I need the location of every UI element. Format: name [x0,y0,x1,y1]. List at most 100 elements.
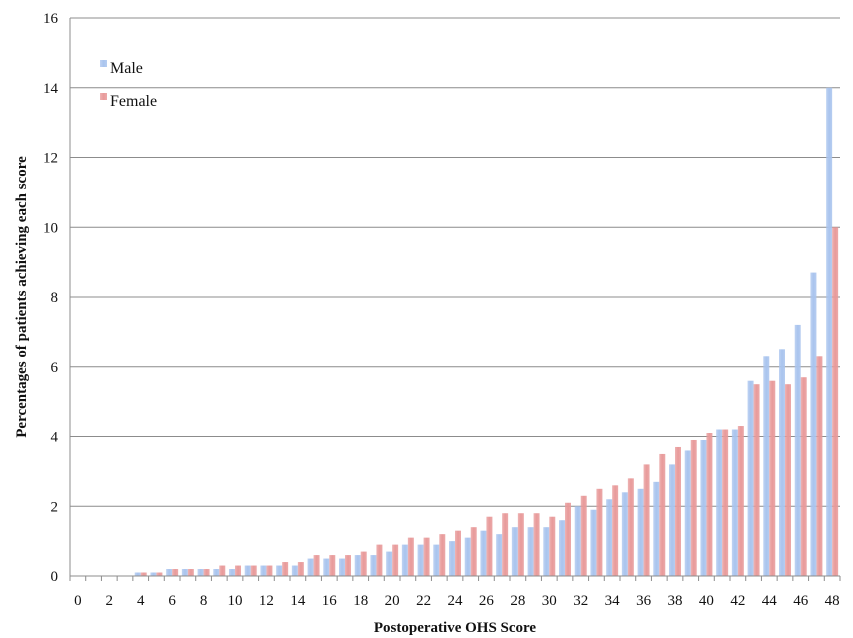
bar-male [166,569,173,576]
x-tick-label: 10 [228,593,243,609]
bar-female [517,513,524,576]
x-tick-label: 12 [259,593,274,609]
bar-male [260,565,267,576]
bar-male [323,558,330,576]
bar-male [480,530,487,576]
bar-male [181,569,188,576]
y-tick-label: 0 [51,569,59,585]
y-tick-label: 14 [43,81,59,97]
bar-female [753,384,760,576]
bar-female [706,433,713,576]
bar-female [690,439,697,576]
bar-female [533,513,540,576]
bar-male [559,520,565,576]
x-tick-label: 8 [200,593,208,609]
bar-male [417,544,424,576]
y-tick-labels: 0 2 4 6 8 10 12 14 16 [43,11,59,585]
bar-female [832,227,839,576]
x-tick-label: 24 [448,593,464,609]
bar-male [134,572,141,576]
bar-female [455,530,461,576]
bar-male [763,356,770,576]
bar-male [401,544,408,576]
x-tick-label: 28 [510,593,525,609]
x-tick-label: 2 [106,593,114,609]
bar-female [502,513,509,576]
bar-male [606,499,613,576]
bar-male [590,509,597,576]
x-tick-label: 16 [322,593,338,609]
bar-female [486,516,493,576]
y-tick-label: 4 [51,430,59,446]
bar-male [511,527,518,576]
bar-male [354,555,361,576]
bar-female [785,384,791,576]
bar-female [816,356,823,576]
bar-female [407,537,414,576]
bar-male [496,534,503,576]
bar-female [329,555,336,576]
y-axis-title: Percentages of patients achieving each s… [14,156,30,438]
bar-male [386,551,393,576]
x-tick-label: 42 [730,593,745,609]
y-tick-label: 12 [43,151,58,167]
bar-female [313,555,320,576]
bars [134,87,839,576]
bar-male [370,555,377,576]
bar-female [596,488,603,576]
x-tick-label: 46 [793,593,809,609]
bar-female [187,569,194,576]
bar-female [612,485,619,576]
bar-male [684,450,691,576]
bar-male [197,569,204,576]
x-tick-label: 36 [636,593,652,609]
x-tick-label: 30 [542,593,557,609]
bar-female [392,544,399,576]
bar-male [276,565,283,576]
bar-female [549,516,556,576]
bar-female [376,544,383,576]
bar-female [800,377,807,576]
bar-male [810,272,817,576]
x-tick-label: 32 [573,593,588,609]
x-tick-label: 20 [385,593,400,609]
x-tick-label: 26 [479,593,495,609]
bar-male [433,544,440,576]
y-tick-label: 2 [51,499,59,515]
bar-female [156,572,163,576]
bar-male [794,324,801,576]
legend: Male Female [100,60,157,110]
bar-female [439,534,446,576]
bar-female [769,380,776,576]
bar-male [669,464,675,576]
bar-female [470,527,477,576]
x-tick-label: 22 [416,593,431,609]
bar-male [826,87,833,576]
x-tick-label: 6 [168,593,176,609]
bar-female [643,464,650,576]
bar-male [621,492,628,576]
legend-label-female: Female [110,93,157,110]
x-tick-label: 38 [668,593,683,609]
bar-female [580,495,587,576]
bar-female [282,562,289,576]
bar-male [229,569,235,576]
y-tick-label: 6 [51,360,59,376]
bar-female [737,426,744,576]
bar-female [722,429,729,576]
bar-male [244,565,251,576]
x-tick-label: 0 [74,593,82,609]
bar-male [716,429,723,576]
bar-male [637,488,644,576]
bar-female [659,453,666,576]
x-tick-label: 4 [137,593,145,609]
bar-male [291,565,298,576]
bar-female [423,537,430,576]
bar-female [219,565,226,576]
bar-female [266,565,273,576]
x-tick-label: 18 [353,593,368,609]
bar-female [565,502,571,576]
y-tick-label: 10 [43,220,58,236]
x-tick-label: 44 [762,593,778,609]
